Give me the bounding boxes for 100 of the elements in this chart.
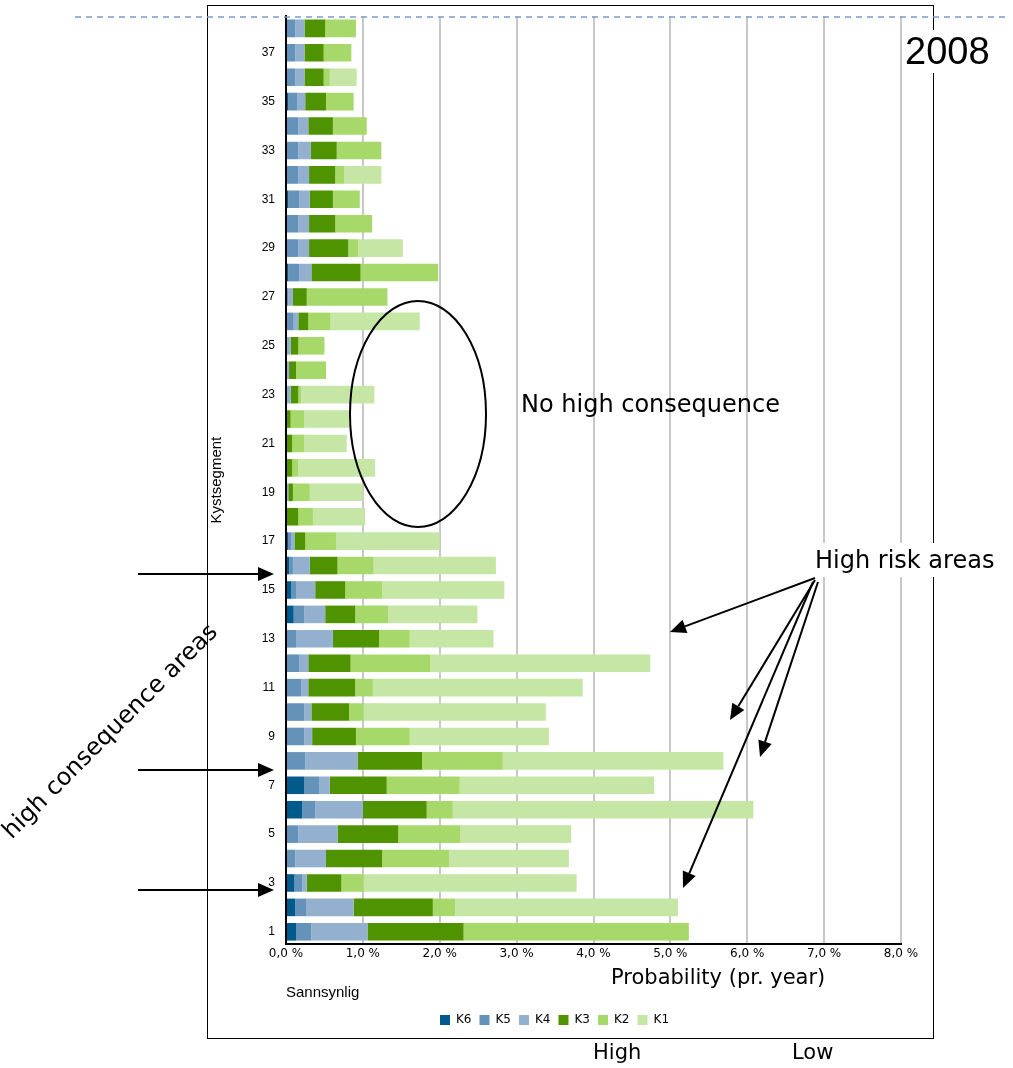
bar — [348, 239, 359, 257]
bar — [409, 630, 494, 648]
bar — [455, 898, 679, 917]
bar — [295, 44, 305, 62]
bar — [292, 556, 310, 575]
bar — [298, 312, 309, 331]
legend-label: K5 — [495, 1012, 512, 1027]
bar — [308, 312, 331, 331]
bar — [323, 44, 352, 62]
bar — [288, 483, 293, 502]
bar — [323, 68, 330, 87]
x-axis-title: Sannsynlig — [286, 983, 360, 1001]
bar — [311, 703, 350, 721]
bar — [329, 68, 357, 87]
bar — [310, 141, 337, 160]
bar — [304, 44, 324, 62]
bar — [304, 727, 313, 746]
bar — [295, 849, 326, 868]
bar — [291, 581, 296, 599]
bar — [309, 556, 338, 575]
legend-label: K6 — [455, 1012, 472, 1027]
bar — [287, 117, 299, 135]
bar — [426, 800, 453, 819]
bar — [337, 825, 399, 843]
bar — [290, 410, 305, 428]
y-tick-label: 3 — [268, 875, 276, 890]
bar — [502, 752, 724, 770]
bar — [287, 68, 296, 87]
bar — [304, 776, 320, 795]
bar — [344, 166, 382, 184]
bar — [398, 825, 461, 843]
bar — [287, 581, 292, 599]
bar — [298, 166, 310, 184]
bar — [355, 605, 389, 624]
y-tick-label: 5 — [268, 826, 276, 841]
y-tick-label: 1 — [268, 924, 276, 939]
bar — [463, 923, 689, 941]
bar — [335, 214, 373, 233]
bar — [460, 825, 572, 843]
bar — [306, 874, 342, 892]
bar — [304, 68, 324, 87]
bar — [287, 337, 291, 355]
bar — [311, 923, 368, 941]
y-axis-title: Kystsegment — [207, 435, 225, 524]
annotation: High risk areas — [808, 543, 1002, 577]
x-tick-label: 1,0 % — [345, 946, 381, 961]
bar — [288, 190, 300, 209]
bar — [298, 507, 313, 526]
bar — [309, 483, 363, 502]
y-tick-label: 35 — [261, 93, 276, 108]
bar — [287, 800, 303, 819]
bar — [292, 434, 305, 453]
bar — [357, 752, 423, 770]
bar — [295, 923, 312, 941]
bar — [350, 654, 431, 673]
bar — [309, 239, 349, 257]
bar — [287, 752, 306, 770]
y-tick-label: 33 — [261, 142, 276, 157]
bar — [311, 263, 361, 282]
bar — [287, 507, 299, 526]
bar — [448, 849, 569, 868]
bar — [355, 727, 410, 746]
bar — [293, 605, 305, 624]
bar — [287, 312, 294, 331]
bar — [325, 849, 383, 868]
bar — [304, 410, 350, 428]
bar — [287, 214, 299, 233]
bar — [308, 678, 356, 697]
y-tick-label: 37 — [261, 45, 276, 60]
bar — [363, 874, 577, 892]
bar — [295, 898, 306, 917]
bar — [292, 483, 310, 502]
bar — [287, 630, 296, 648]
bar — [329, 776, 387, 795]
y-tick-label: 27 — [261, 289, 276, 304]
bar — [325, 19, 356, 38]
bar — [336, 141, 382, 160]
bar — [306, 288, 388, 306]
y-tick-label: 13 — [261, 631, 276, 646]
legend-label: K4 — [535, 1012, 551, 1027]
bar — [287, 703, 305, 721]
bar — [295, 630, 333, 648]
bar — [308, 117, 333, 135]
bar — [289, 361, 296, 380]
x-tick-label: 0,0 % — [268, 946, 304, 961]
bar — [298, 385, 302, 404]
y-tick-label: 19 — [261, 484, 276, 499]
bar — [332, 630, 380, 648]
text: Low — [792, 1040, 834, 1064]
bar — [341, 874, 364, 892]
bar — [298, 214, 310, 233]
bar — [386, 776, 460, 795]
bar — [305, 752, 358, 770]
bar — [325, 92, 354, 111]
bar — [294, 532, 306, 550]
bar — [288, 288, 293, 306]
bar — [295, 581, 316, 599]
bar — [298, 337, 325, 355]
bar — [325, 605, 356, 624]
bar — [345, 581, 383, 599]
